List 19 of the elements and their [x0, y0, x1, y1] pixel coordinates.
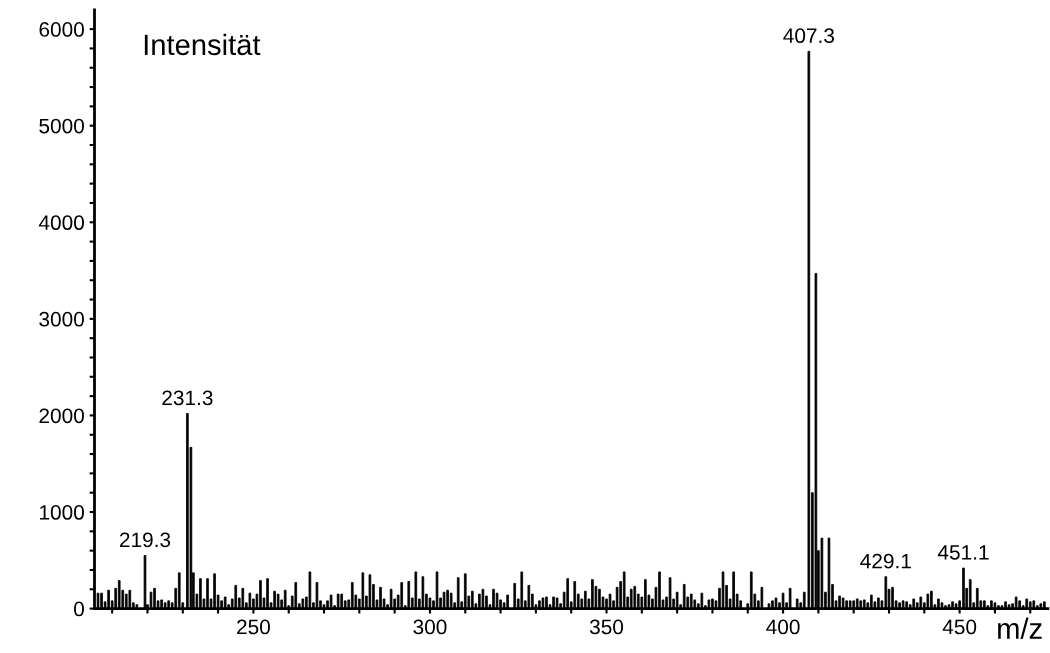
y-tick-label: 1000: [40, 505, 84, 520]
x-tick-label: 450: [942, 619, 977, 635]
annotation: 407.3: [783, 28, 834, 44]
x-axis-title: m/z: [998, 617, 1042, 639]
annotation: 451.1: [937, 545, 989, 560]
y-tick-label: 4000: [38, 215, 84, 231]
annotation: 231.3: [162, 390, 213, 406]
y-tick-label: 2000: [39, 408, 84, 424]
y-tick-label: 5000: [39, 118, 84, 134]
y-axis-title: Intensität: [144, 33, 261, 56]
x-tick-label: 250: [237, 619, 270, 635]
x-tick-label: 400: [766, 619, 800, 635]
y-tick-label: 6000: [39, 22, 84, 37]
annotation: 219.3: [119, 532, 171, 548]
x-tick-label: 350: [589, 619, 624, 635]
y-tick-label: 3000: [39, 311, 84, 327]
y-tick-label: 0: [74, 601, 84, 617]
x-tick-label: 300: [413, 619, 447, 635]
annotation: 429.1: [860, 553, 911, 569]
